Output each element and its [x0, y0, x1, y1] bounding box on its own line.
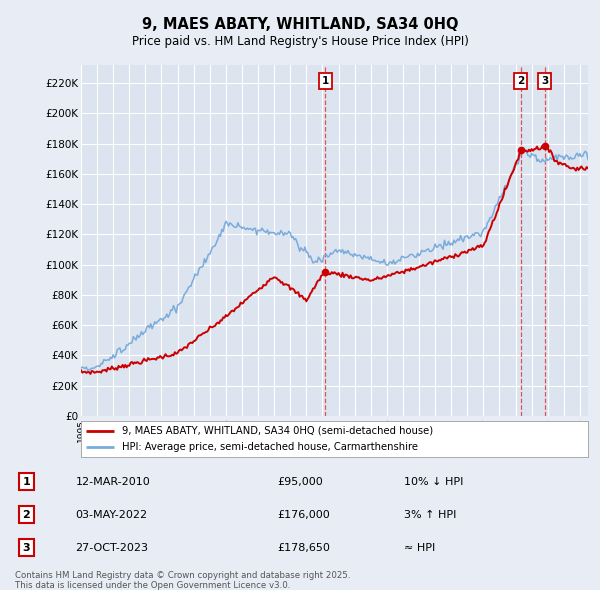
Text: ≈ HPI: ≈ HPI — [404, 543, 435, 553]
Text: 27-OCT-2023: 27-OCT-2023 — [76, 543, 148, 553]
Text: 3: 3 — [23, 543, 30, 553]
Text: This data is licensed under the Open Government Licence v3.0.: This data is licensed under the Open Gov… — [15, 581, 290, 589]
Text: Price paid vs. HM Land Registry's House Price Index (HPI): Price paid vs. HM Land Registry's House … — [131, 35, 469, 48]
Text: 10% ↓ HPI: 10% ↓ HPI — [404, 477, 463, 487]
Text: 3: 3 — [541, 76, 548, 86]
Text: Contains HM Land Registry data © Crown copyright and database right 2025.: Contains HM Land Registry data © Crown c… — [15, 571, 350, 579]
Text: 03-MAY-2022: 03-MAY-2022 — [76, 510, 148, 520]
Text: 2: 2 — [517, 76, 524, 86]
Text: 2: 2 — [23, 510, 30, 520]
Text: £178,650: £178,650 — [277, 543, 330, 553]
Text: £176,000: £176,000 — [277, 510, 330, 520]
Text: 12-MAR-2010: 12-MAR-2010 — [76, 477, 150, 487]
Text: 9, MAES ABATY, WHITLAND, SA34 0HQ: 9, MAES ABATY, WHITLAND, SA34 0HQ — [142, 17, 458, 31]
Text: 3% ↑ HPI: 3% ↑ HPI — [404, 510, 456, 520]
Text: £95,000: £95,000 — [277, 477, 323, 487]
Text: 1: 1 — [23, 477, 30, 487]
Text: 1: 1 — [322, 76, 329, 86]
Text: HPI: Average price, semi-detached house, Carmarthenshire: HPI: Average price, semi-detached house,… — [122, 442, 418, 453]
Text: 9, MAES ABATY, WHITLAND, SA34 0HQ (semi-detached house): 9, MAES ABATY, WHITLAND, SA34 0HQ (semi-… — [122, 425, 433, 435]
